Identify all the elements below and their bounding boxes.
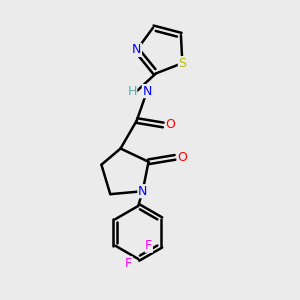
Text: S: S (178, 57, 186, 70)
Text: O: O (166, 118, 176, 131)
Text: N: N (142, 85, 152, 98)
Text: O: O (178, 151, 187, 164)
Text: F: F (145, 239, 152, 252)
Text: N: N (132, 44, 141, 56)
Text: N: N (138, 185, 147, 198)
Text: F: F (125, 257, 132, 270)
Text: H: H (128, 85, 137, 98)
